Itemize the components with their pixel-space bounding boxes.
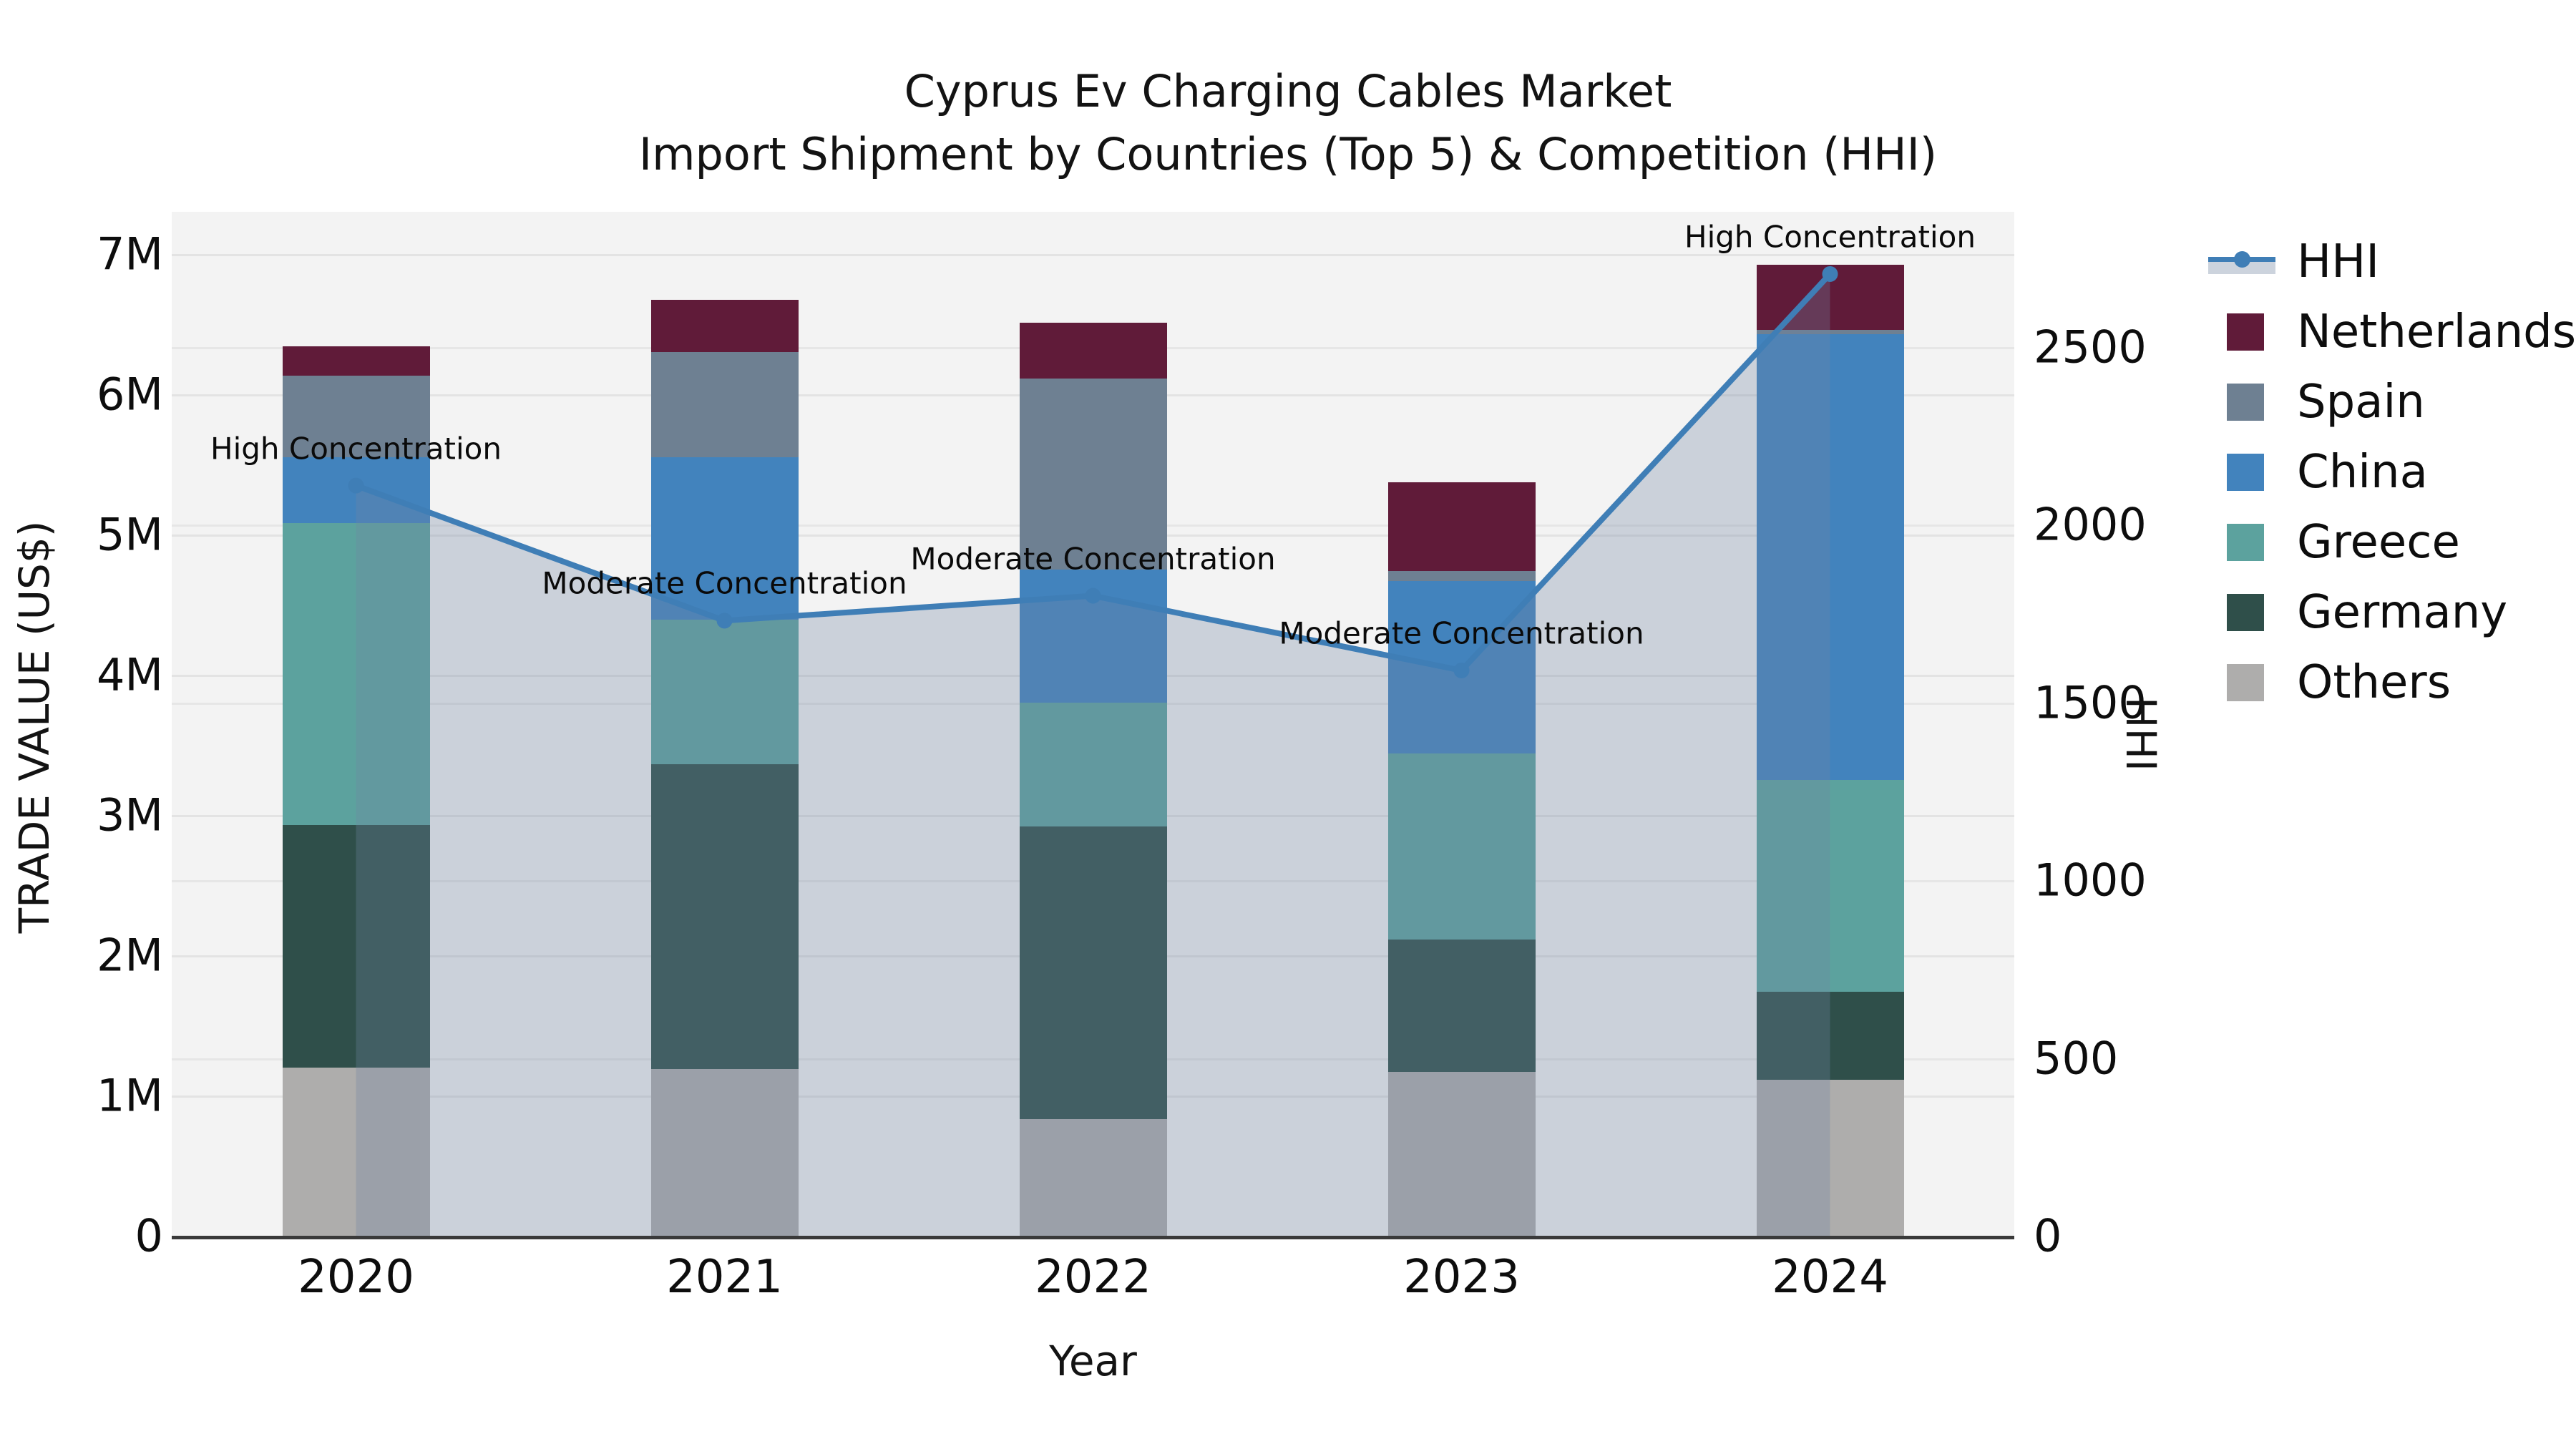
bar-segment-others-2020 [282, 1067, 430, 1236]
y-right-tick-2000: 2000 [2034, 498, 2147, 551]
bar-segment-germany-2021 [650, 764, 799, 1069]
y-right-tick-1500: 1500 [2034, 676, 2147, 729]
plot-area [172, 212, 2014, 1236]
legend-label-hhi: HHI [2297, 235, 2380, 288]
y-left-tick-0: 0 [135, 1209, 163, 1262]
x-tick-2022: 2022 [1035, 1251, 1151, 1304]
x-axis-spine [172, 1236, 2014, 1239]
y-right-tick-1000: 1000 [2034, 854, 2147, 907]
bar-segment-china-2022 [1019, 569, 1167, 703]
y-left-tick-5M: 5M [97, 508, 163, 561]
bar-segment-spain-2021 [650, 352, 799, 458]
bar-segment-spain-2023 [1387, 570, 1536, 581]
annotation-2024: High Concentration [1684, 219, 1976, 255]
y-left-tick-4M: 4M [97, 648, 163, 701]
bar-segment-germany-2022 [1019, 826, 1167, 1120]
y-right-tick-2500: 2500 [2034, 321, 2147, 374]
annotation-2020: High Concentration [210, 431, 502, 467]
bar-segment-greece-2020 [282, 523, 430, 825]
legend-label-netherlands: Netherlands [2297, 306, 2576, 358]
bar-segment-others-2024 [1756, 1080, 1904, 1236]
bar-segment-netherlands-2021 [650, 300, 799, 352]
bar-segment-spain-2024 [1756, 329, 1904, 334]
bar-segment-germany-2020 [282, 824, 430, 1068]
y-axis-left-label: TRADE VALUE (US$) [10, 520, 59, 934]
bar-segment-netherlands-2024 [1756, 265, 1904, 330]
hhi-area-swatch [2208, 262, 2275, 274]
y-left-tick-6M: 6M [97, 368, 163, 421]
chart-title-line1: Cyprus Ev Charging Cables Market [904, 65, 1672, 117]
legend-label-spain: Spain [2297, 376, 2425, 429]
x-tick-2024: 2024 [1772, 1251, 1888, 1304]
bar-segment-netherlands-2023 [1387, 482, 1536, 571]
legend-swatch-others [2227, 664, 2264, 701]
annotation-2021: Moderate Concentration [542, 565, 907, 601]
hhi-line-swatch-icon [2208, 245, 2275, 279]
gridline-trade-value [172, 253, 2014, 256]
legend-label-germany: Germany [2297, 586, 2508, 639]
bar-segment-greece-2024 [1756, 779, 1904, 992]
hhi-marker-dot-icon [2234, 251, 2250, 268]
bar-segment-greece-2021 [650, 620, 799, 765]
bar-segment-others-2021 [650, 1068, 799, 1236]
chart-title-line2: Import Shipment by Countries (Top 5) & C… [638, 128, 1938, 180]
legend-swatch-netherlands [2227, 313, 2264, 351]
annotation-2023: Moderate Concentration [1279, 615, 1644, 651]
legend-label-others: Others [2297, 656, 2451, 709]
annotation-2022: Moderate Concentration [910, 541, 1276, 577]
bar-segment-germany-2023 [1387, 940, 1536, 1072]
legend-label-china: China [2297, 446, 2428, 499]
legend-swatch-spain [2227, 384, 2264, 421]
bar-segment-china-2023 [1387, 580, 1536, 753]
bar-segment-netherlands-2020 [282, 346, 430, 376]
legend-label-greece: Greece [2297, 516, 2460, 569]
x-tick-2023: 2023 [1403, 1251, 1520, 1304]
bar-segment-germany-2024 [1756, 991, 1904, 1080]
legend-swatch-greece [2227, 524, 2264, 561]
bar-segment-greece-2023 [1387, 753, 1536, 940]
chart-title: Cyprus Ev Charging Cables Market Import … [0, 60, 2576, 186]
y-right-tick-0: 0 [2034, 1209, 2062, 1262]
bar-segment-others-2023 [1387, 1071, 1536, 1236]
x-tick-2021: 2021 [666, 1251, 783, 1304]
bar-segment-greece-2022 [1019, 703, 1167, 826]
legend-swatch-germany [2227, 594, 2264, 631]
x-axis-label: Year [1049, 1337, 1137, 1385]
legend-swatch-china [2227, 454, 2264, 491]
y-left-tick-1M: 1M [97, 1069, 163, 1122]
bar-segment-china-2024 [1756, 333, 1904, 780]
y-left-tick-3M: 3M [97, 789, 163, 841]
bar-segment-netherlands-2022 [1019, 322, 1167, 379]
x-tick-2020: 2020 [298, 1251, 414, 1304]
y-left-tick-7M: 7M [97, 228, 163, 280]
y-right-tick-500: 500 [2034, 1032, 2119, 1085]
bar-segment-others-2022 [1019, 1119, 1167, 1236]
y-axis-right-label: HHI [2117, 696, 2165, 772]
bar-segment-china-2020 [282, 457, 430, 524]
y-left-tick-2M: 2M [97, 929, 163, 982]
